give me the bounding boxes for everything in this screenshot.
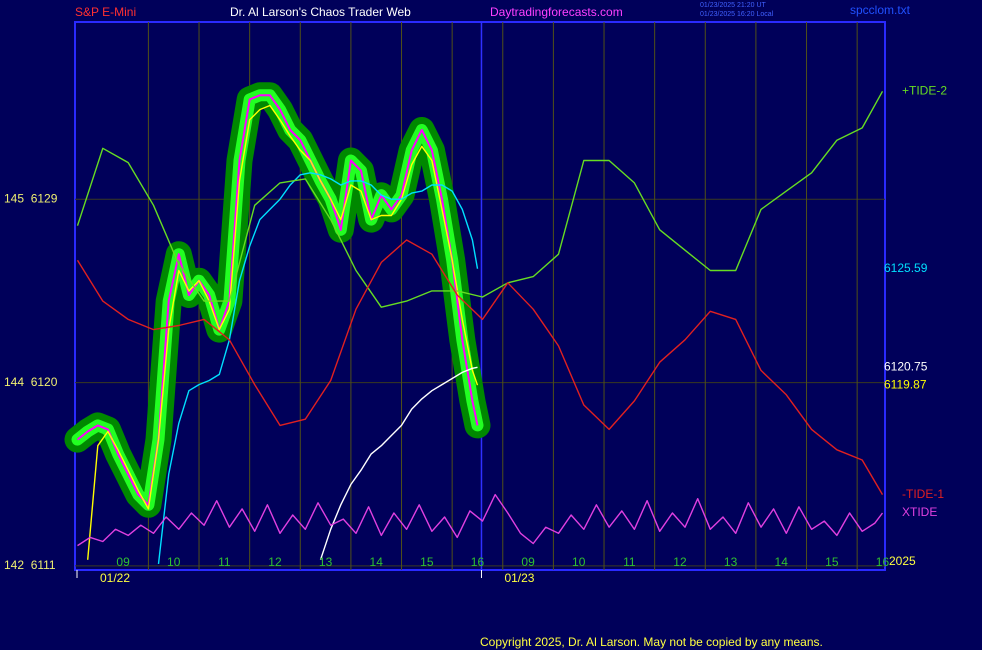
year: 2025 [889,554,916,568]
file-name: spcclom.txt [850,3,911,17]
series-line [76,239,884,495]
site: Daytradingforecasts.com [490,5,623,19]
x-tick-label: 11 [218,555,231,569]
series-line [319,366,478,561]
x-tick-label: 16 [471,555,485,569]
x-tick-label: 12 [673,555,687,569]
plot-frame [74,21,886,571]
x-tick-label: 10 [167,555,181,569]
series-label: +TIDE-2 [902,83,947,97]
x-tick-label: 10 [572,555,586,569]
timestamp: 01/23/2025 21:20 UT [700,2,766,9]
x-tick-label: 14 [370,555,384,569]
marks [64,22,885,570]
x-tick-label: 16 [876,555,890,569]
end-value-label: 6119.87 [884,377,927,391]
end-value-label: 6120.75 [884,359,928,373]
x-tick-label: 13 [319,555,333,569]
x-tick-label: 09 [116,555,130,569]
x-tick-label: 15 [420,555,434,569]
chart-title: Dr. Al Larson's Chaos Trader Web [230,5,411,19]
copyright: Copyright 2025, Dr. Al Larson. May not b… [480,635,823,649]
series-line [76,90,884,308]
y-tick-label: 144 6120 [4,375,58,389]
timestamp: 01/23/2025 16:20 Local [700,11,774,18]
instrument: S&P E-Mini [75,5,136,19]
price-glow [64,82,491,518]
end-value-label: 6125.59 [884,261,928,275]
y-tick-label: 145 6129 [4,191,58,205]
x-tick-label: 15 [825,555,839,569]
series-line [87,104,479,560]
x-tick-label: 12 [268,555,282,569]
series-line [77,493,884,547]
x-tick-label: 11 [623,555,636,569]
series-label: -TIDE-1 [902,487,944,501]
series-label: XTIDE [902,505,937,519]
x-tick-label: 14 [775,555,789,569]
date-label: 01/22 [100,571,130,585]
x-tick-label: 13 [724,555,738,569]
y-tick-label: 142 6111 [4,558,56,572]
series-line [157,172,479,564]
x-tick-label: 09 [521,555,535,569]
date-label: 01/23 [504,571,534,585]
